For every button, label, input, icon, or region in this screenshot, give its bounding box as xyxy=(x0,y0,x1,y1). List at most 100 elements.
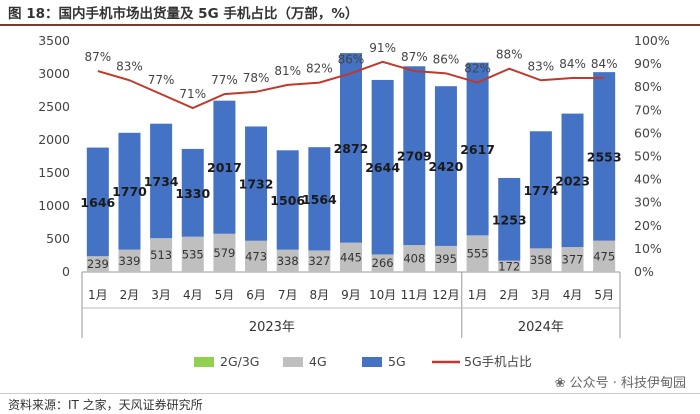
left-axis: 0 500 1000 1500 2000 2500 3000 3500 xyxy=(38,33,620,279)
left-tick-label: 2000 xyxy=(38,132,70,147)
bar-5G xyxy=(529,131,552,249)
category-axis: 1月 2月 3月 4月 5月 6月 7月 8月 9月 10月 11月 12月 1月 2月 3月 4月 5月 xyxy=(88,288,614,302)
label-5g: 1734 xyxy=(144,174,179,189)
bar-4G xyxy=(150,238,173,272)
share-label: 86% xyxy=(433,52,460,66)
share-line-path xyxy=(97,60,605,110)
label-5g: 1774 xyxy=(523,183,558,198)
label-4g: 579 xyxy=(213,246,235,260)
legend-swatch xyxy=(283,357,303,367)
share-label: 71% xyxy=(179,87,206,101)
label-5g: 1732 xyxy=(239,177,274,192)
category-label: 4月 xyxy=(183,288,203,302)
legend-label: 5G手机占比 xyxy=(464,354,532,369)
label-5g: 1506 xyxy=(270,193,305,208)
legend: 2G/3G 4G 5G 5G手机占比 xyxy=(194,354,532,369)
right-tick-label: 90% xyxy=(634,56,662,71)
bar-4G xyxy=(308,250,331,272)
bar-5G xyxy=(434,86,457,246)
source-note: 资料来源：IT 之家，天风证券研究所 xyxy=(8,398,203,412)
bar-5G xyxy=(213,100,236,234)
label-4g: 513 xyxy=(150,248,172,262)
left-tick-label: 3500 xyxy=(38,33,70,48)
share-label: 84% xyxy=(591,57,618,71)
category-label: 5月 xyxy=(215,288,235,302)
bar-5G xyxy=(245,126,268,241)
label-5g: 1330 xyxy=(175,186,210,201)
bar-4G xyxy=(118,249,141,272)
right-tick-label: 50% xyxy=(634,149,662,164)
share-label: 82% xyxy=(464,62,491,76)
category-label: 12月 xyxy=(432,288,459,302)
category-label: 4月 xyxy=(563,288,583,302)
bar-5G xyxy=(593,72,616,241)
chart: 0 500 1000 1500 2000 2500 3000 3500 0% 10% 20% 30%… xyxy=(38,33,670,369)
share-label: 81% xyxy=(274,64,301,78)
share-line: 87% 83% 77% 71% 77% 78% 81% 82% 86% 91% 87% 86% 82% 8… xyxy=(84,41,618,110)
right-tick-label: 30% xyxy=(634,195,662,210)
share-label: 87% xyxy=(84,50,111,64)
category-label: 8月 xyxy=(310,288,330,302)
bar-4G xyxy=(213,233,236,272)
label-5g: 2017 xyxy=(207,160,242,175)
label-5g: 2420 xyxy=(429,159,464,174)
left-tick-label: 1500 xyxy=(38,165,70,180)
label-4g: 239 xyxy=(87,257,109,271)
label-4g: 172 xyxy=(498,259,520,273)
legend-swatch xyxy=(362,357,382,367)
bar-5G xyxy=(118,132,141,250)
bar-4G xyxy=(371,254,394,272)
legend-swatch xyxy=(194,357,214,367)
right-tick-label: 70% xyxy=(634,102,662,117)
label-5g: 2709 xyxy=(397,149,432,164)
left-tick-label: 0 xyxy=(62,264,70,279)
bar-5G xyxy=(276,150,299,250)
bar-5G xyxy=(86,147,109,257)
share-label: 87% xyxy=(401,50,428,64)
footer-divider xyxy=(0,393,700,394)
bar-5G xyxy=(403,66,426,246)
category-label: 1月 xyxy=(88,288,108,302)
right-tick-label: 10% xyxy=(634,241,662,256)
year-groups: 2023年 2024年 xyxy=(81,272,621,338)
left-tick-label: 500 xyxy=(46,231,70,246)
watermark-text: ❀ 公众号 · 科技伊甸园 xyxy=(554,376,686,391)
category-label: 2月 xyxy=(499,288,519,302)
label-4g: 266 xyxy=(372,256,394,270)
share-label: 78% xyxy=(243,71,270,85)
title-divider xyxy=(0,24,700,26)
category-label: 3月 xyxy=(151,288,171,302)
share-label: 84% xyxy=(559,57,586,71)
left-tick-label: 1000 xyxy=(38,198,70,213)
label-4g: 535 xyxy=(182,247,204,261)
bar-4G xyxy=(466,235,489,272)
chart-title: 图 18：国内手机市场出货量及 5G 手机占比（万部，%） xyxy=(8,6,359,22)
category-label: 11月 xyxy=(401,288,428,302)
share-label: 86% xyxy=(338,52,365,66)
bar-4G xyxy=(529,248,552,272)
left-tick-label: 2500 xyxy=(38,99,70,114)
bar-5G xyxy=(150,123,173,239)
label-5g: 2644 xyxy=(365,160,400,175)
bar-4G xyxy=(181,236,204,272)
bar-5G xyxy=(466,62,489,236)
label-4g: 339 xyxy=(118,254,140,268)
year-label: 2023年 xyxy=(249,320,295,335)
share-label: 77% xyxy=(148,73,175,87)
right-tick-label: 40% xyxy=(634,172,662,187)
label-5g: 2617 xyxy=(460,142,495,157)
label-4g: 377 xyxy=(562,253,584,267)
bar-5G xyxy=(308,147,331,251)
label-5g: 2023 xyxy=(555,173,590,188)
bar-5G xyxy=(181,148,204,237)
label-5g: 1770 xyxy=(112,184,147,199)
bar-4G xyxy=(593,240,616,272)
bars xyxy=(86,53,616,272)
label-4g: 327 xyxy=(308,254,330,268)
right-tick-label: 80% xyxy=(634,79,662,94)
label-5g: 1564 xyxy=(302,192,337,207)
bar-5G xyxy=(561,113,584,248)
bar-4G xyxy=(86,256,109,272)
category-label: 1月 xyxy=(468,288,488,302)
right-tick-label: 20% xyxy=(634,218,662,233)
